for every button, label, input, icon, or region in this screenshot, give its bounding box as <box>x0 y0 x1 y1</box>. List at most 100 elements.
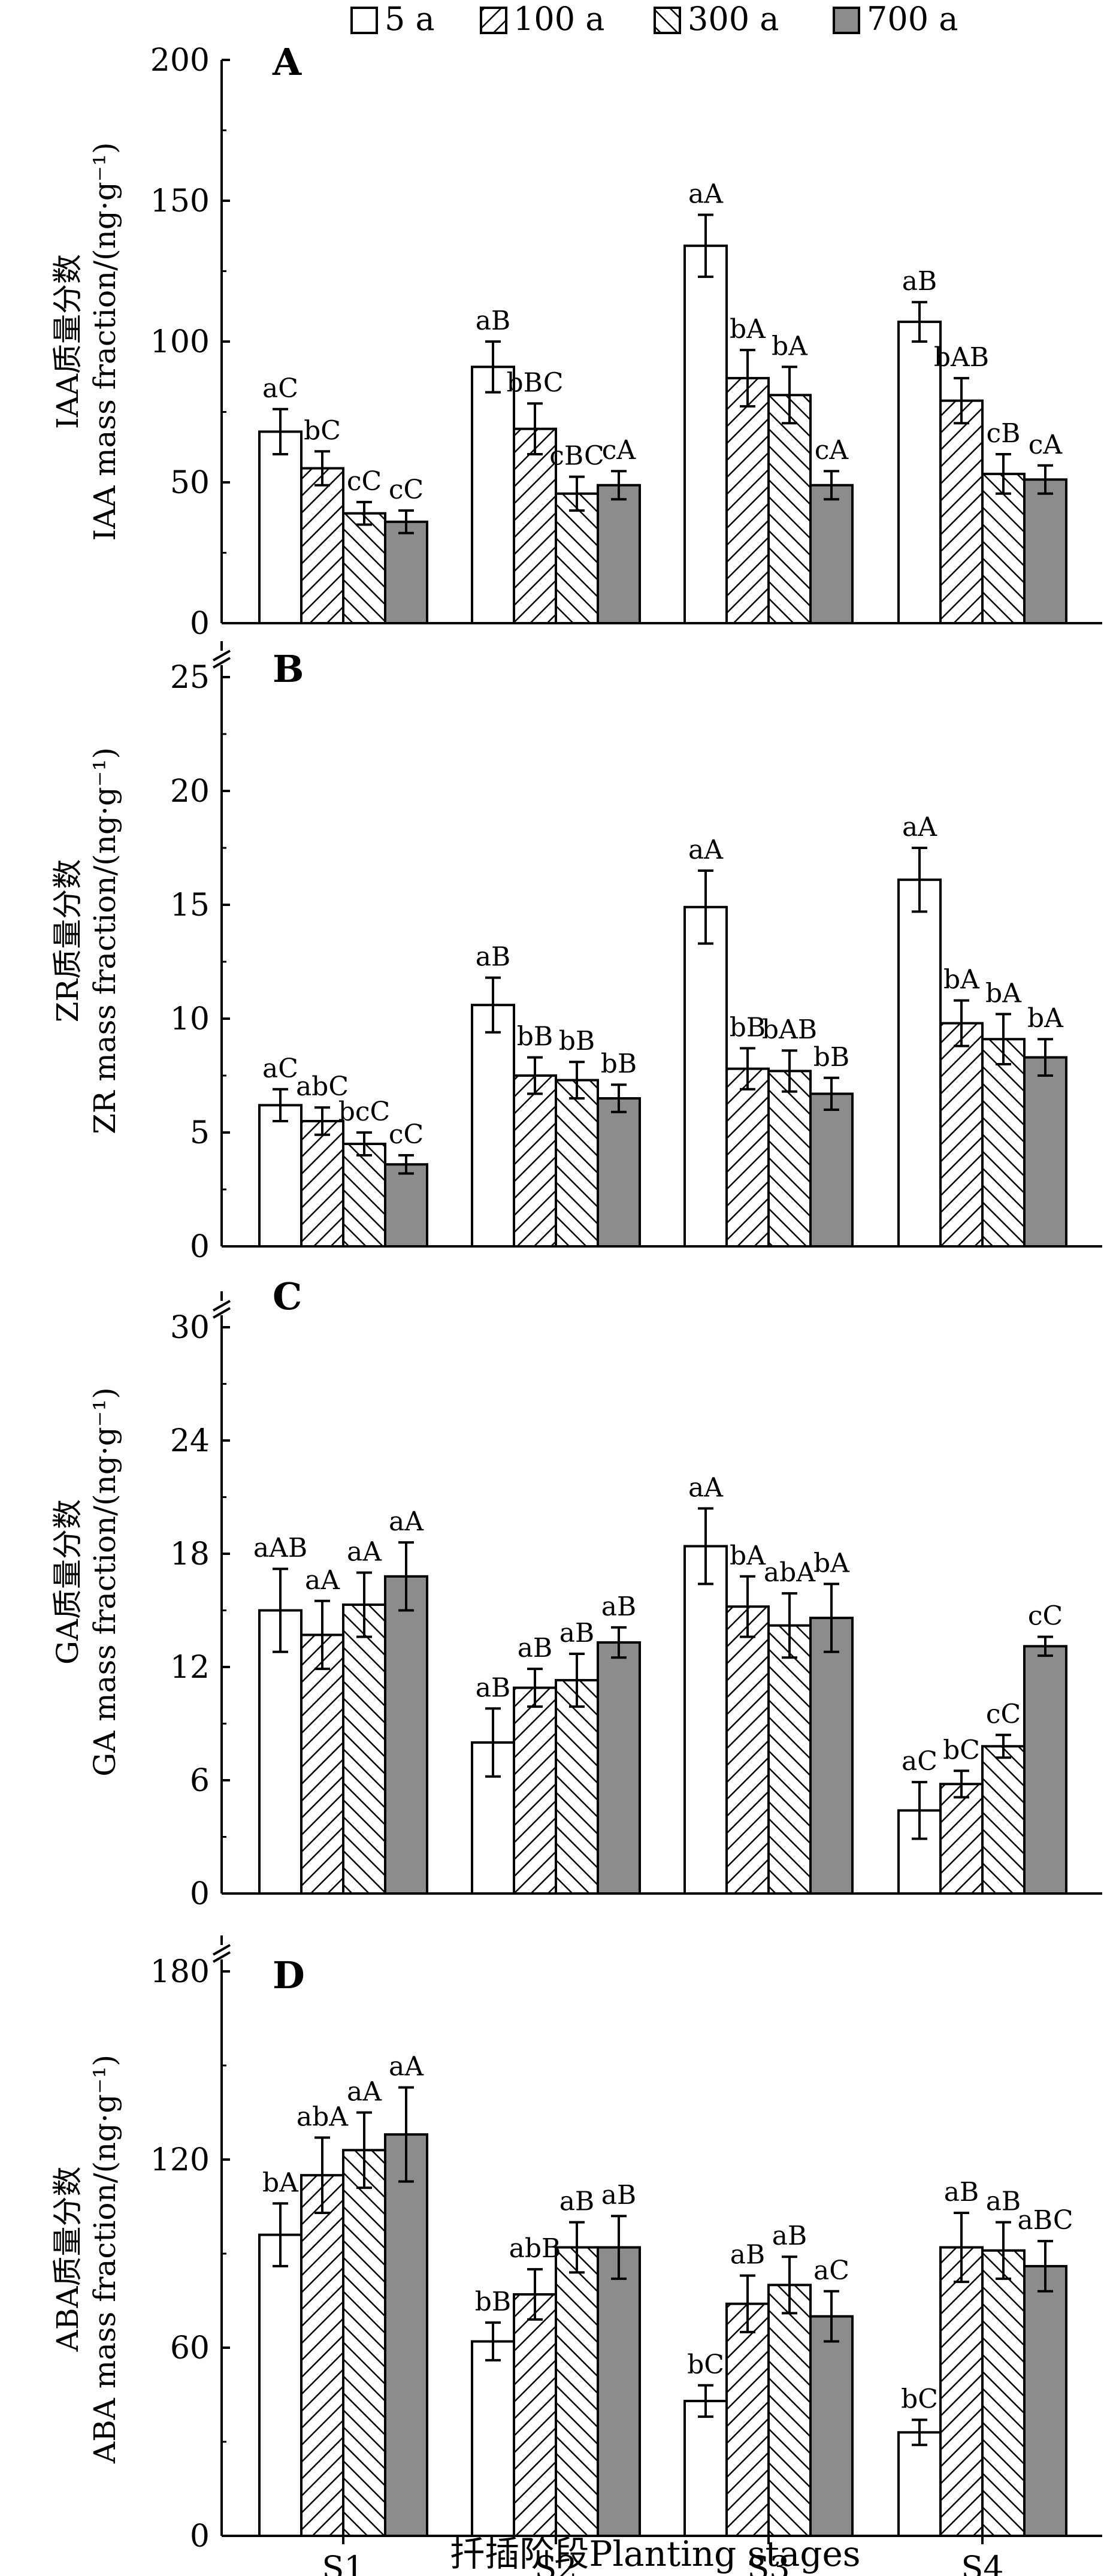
bar <box>1023 1645 1067 1895</box>
axis-break-mark <box>213 1300 231 1312</box>
significance-label: bC <box>304 415 341 446</box>
bar <box>809 484 854 625</box>
significance-label: aA <box>347 2077 382 2107</box>
significance-label: bB <box>601 1049 637 1079</box>
significance-label: aA <box>305 1565 340 1596</box>
significance-label: aB <box>772 2221 807 2251</box>
panel-a: A IAA质量分数 IAA mass fraction/(ng·g⁻¹) 0 50… <box>50 40 1102 642</box>
bar <box>300 467 344 624</box>
significance-label: cC <box>347 466 382 497</box>
bar <box>258 430 303 625</box>
significance-label: bC <box>943 1735 980 1765</box>
bar <box>939 1783 984 1895</box>
bar <box>342 512 386 625</box>
significance-label: bcC <box>338 1097 390 1127</box>
significance-label: cC <box>389 475 424 505</box>
panel-letter: D <box>273 1953 305 1997</box>
y-tick-label: 30 <box>170 1310 210 1346</box>
y-tick-label: 20 <box>170 774 210 810</box>
significance-label: aB <box>518 1633 553 1663</box>
bar <box>384 1163 428 1248</box>
bar <box>555 2246 599 2538</box>
y-tick-label: 60 <box>170 2330 210 2366</box>
x-axis-title: 扦插阶段Planting stages <box>450 2533 860 2574</box>
y-axis-label-zh: GA质量分数 <box>50 1499 85 1665</box>
bar <box>725 1605 770 1895</box>
bar <box>981 1745 1026 1895</box>
y-axis-label-en: GA mass fraction/(ng·g⁻¹) <box>87 1387 122 1776</box>
y-axis-label-zh: ABA质量分数 <box>50 2167 85 2352</box>
panel-letter: C <box>273 1275 302 1318</box>
significance-label: bB <box>813 1042 850 1073</box>
y-tick-label: 150 <box>150 183 210 219</box>
bar <box>1023 2264 1067 2538</box>
axis-break-mark <box>213 650 231 662</box>
significance-label: bB <box>475 2287 512 2317</box>
significance-label: aBC <box>1017 2205 1073 2236</box>
x-tick-label: S3 <box>747 2549 790 2576</box>
y-axis-label-zh: IAA质量分数 <box>50 254 85 429</box>
bar <box>513 1074 557 1248</box>
y-tick-label: 18 <box>170 1536 210 1572</box>
significance-label: cB <box>987 418 1021 449</box>
significance-label: bB <box>559 1026 595 1056</box>
bar <box>683 1545 728 1895</box>
y-tick-label: 5 <box>190 1115 210 1151</box>
bar <box>555 1679 599 1895</box>
significance-label: aA <box>688 179 724 210</box>
bar <box>767 1624 812 1895</box>
panel-d: D ABA质量分数 ABA mass fraction/(ng·g⁻¹) 0 60… <box>50 1935 1102 2576</box>
y-tick-label: 0 <box>190 1876 210 1912</box>
legend-item-300a: 300 a <box>654 0 779 38</box>
significance-label: aA <box>688 835 724 865</box>
y-tick-label: 50 <box>170 465 210 501</box>
y-tick-label: 6 <box>190 1763 210 1799</box>
significance-label: abC <box>296 1071 349 1102</box>
bar <box>897 878 942 1248</box>
y-tick-label: 15 <box>170 887 210 923</box>
bar <box>897 321 942 624</box>
significance-label: bA <box>262 2167 299 2198</box>
y-tick-label: 0 <box>190 2518 210 2554</box>
bar <box>342 1143 386 1248</box>
significance-label: bA <box>985 978 1022 1008</box>
y-axis-label-zh: ZR质量分数 <box>50 859 85 1022</box>
legend-item-5a: 5 a <box>350 0 435 38</box>
legend-label: 700 a <box>867 0 958 38</box>
bar <box>471 1004 515 1248</box>
significance-label: aC <box>262 373 298 404</box>
significance-label: cA <box>815 435 849 466</box>
significance-label: bA <box>730 314 766 345</box>
significance-label: bA <box>730 1541 766 1571</box>
x-tick-label: S2 <box>534 2549 577 2576</box>
significance-label: aAB <box>253 1533 307 1563</box>
bar <box>513 427 557 624</box>
bar <box>597 2246 641 2538</box>
significance-label: cBC <box>549 441 604 472</box>
bar <box>809 1092 854 1248</box>
significance-label: cC <box>389 1119 424 1150</box>
bar <box>384 2133 428 2537</box>
bar <box>555 1079 599 1248</box>
bar <box>939 1022 984 1248</box>
significance-label: cA <box>602 435 637 466</box>
bar <box>342 2149 386 2538</box>
significance-label: aC <box>813 2255 849 2286</box>
y-tick-label: 180 <box>150 1954 210 1990</box>
bar <box>300 1120 344 1248</box>
significance-label: aC <box>902 1746 937 1777</box>
bar <box>725 2302 770 2538</box>
y-axis-label-en: IAA mass fraction/(ng·g⁻¹) <box>87 142 122 540</box>
y-tick-label: 120 <box>150 2142 210 2178</box>
bar <box>597 1097 641 1248</box>
bar <box>597 484 641 625</box>
y-tick-label: 12 <box>170 1650 210 1686</box>
x-tick-label: S1 <box>322 2549 364 2576</box>
significance-label: bB <box>730 1012 766 1043</box>
y-tick-label: 0 <box>190 606 210 642</box>
bar <box>384 1575 428 1895</box>
legend-item-700a: 700 a <box>833 0 958 38</box>
bar <box>300 1633 344 1895</box>
significance-label: cC <box>986 1699 1021 1729</box>
